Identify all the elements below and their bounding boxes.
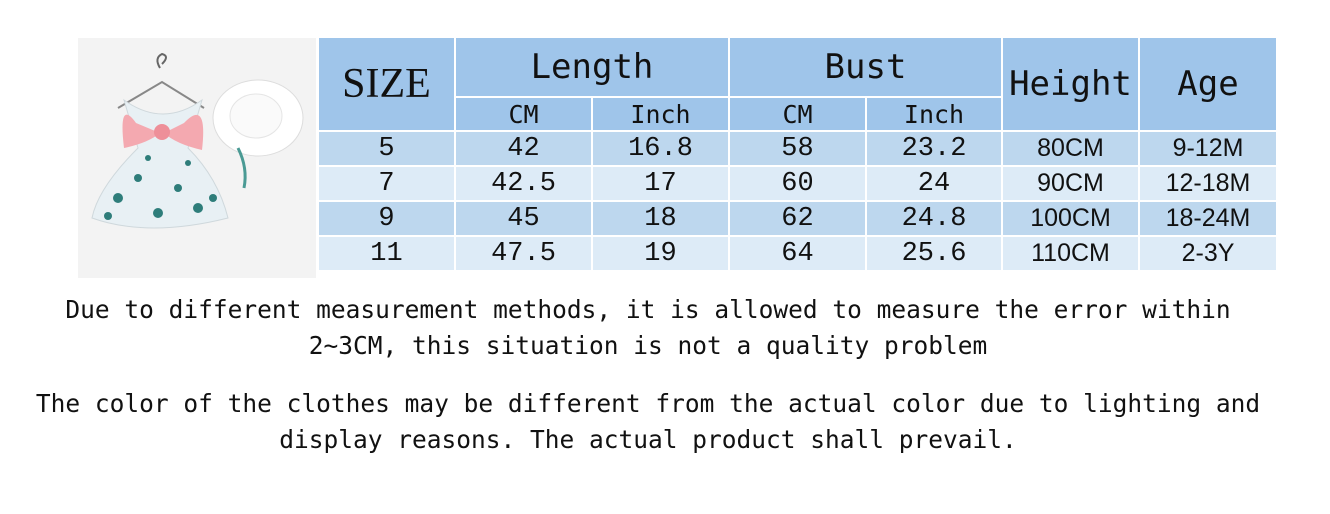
table-cell: 47.5 — [454, 235, 593, 272]
table-cell: 42 — [454, 130, 593, 167]
table-cell: 60 — [728, 165, 867, 202]
table-cell: 25.6 — [865, 235, 1003, 272]
table-cell: 5 — [317, 130, 456, 167]
table-row: 5 42 16.8 58 23.2 80CM 9-12M — [317, 130, 1278, 167]
table-cell: 58 — [728, 130, 867, 167]
note-line: The color of the clothes may be differen… — [35, 389, 1261, 418]
table-cell: 18 — [591, 200, 730, 237]
sub-header-cell: CM — [728, 96, 867, 132]
table-cell: 90CM — [1001, 165, 1140, 202]
table-cell: 80CM — [1001, 130, 1140, 167]
size-table: SIZE Length Bust Height Age CM Inch CM I… — [317, 36, 1278, 272]
header-cell: Bust — [728, 36, 1003, 98]
table-cell: 16.8 — [591, 130, 730, 167]
table-cell: 64 — [728, 235, 867, 272]
table-row: 7 42.5 17 60 24 90CM 12-18M — [317, 165, 1278, 202]
note-paragraph: Due to different measurement methods, it… — [0, 292, 1296, 364]
table-row: 9 45 18 62 24.8 100CM 18-24M — [317, 200, 1278, 237]
table-cell: 9 — [317, 200, 456, 237]
table-cell: 23.2 — [865, 130, 1003, 167]
table-cell: 17 — [591, 165, 730, 202]
header-cell: SIZE — [317, 36, 456, 132]
note-line: 2~3CM, this situation is not a quality p… — [308, 331, 988, 360]
table-cell: 12-18M — [1138, 165, 1278, 202]
table-cell: 45 — [454, 200, 593, 237]
table-cell: 9-12M — [1138, 130, 1278, 167]
header-cell: Age — [1138, 36, 1278, 132]
sub-header-cell: CM — [454, 96, 593, 132]
table-cell: 62 — [728, 200, 867, 237]
table-cell: 24.8 — [865, 200, 1003, 237]
header-cell: Length — [454, 36, 730, 98]
table-cell: 2-3Y — [1138, 235, 1278, 272]
note-line: display reasons. The actual product shal… — [279, 425, 1017, 454]
table-row: 11 47.5 19 64 25.6 110CM 2-3Y — [317, 235, 1278, 272]
table-cell: 19 — [591, 235, 730, 272]
table-cell: 7 — [317, 165, 456, 202]
product-photo — [78, 38, 316, 278]
sub-header-cell: Inch — [865, 96, 1003, 132]
note-paragraph: The color of the clothes may be differen… — [0, 386, 1296, 458]
table-cell: 18-24M — [1138, 200, 1278, 237]
sub-header-cell: Inch — [591, 96, 730, 132]
table-cell: 110CM — [1001, 235, 1140, 272]
table-cell: 100CM — [1001, 200, 1140, 237]
table-cell: 11 — [317, 235, 456, 272]
table-cell: 42.5 — [454, 165, 593, 202]
header-cell: Height — [1001, 36, 1140, 132]
table-cell: 24 — [865, 165, 1003, 202]
note-line: Due to different measurement methods, it… — [65, 295, 1231, 324]
